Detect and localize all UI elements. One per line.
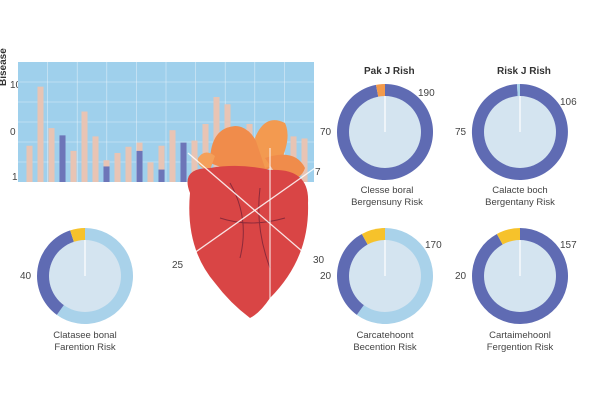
bar	[114, 152, 121, 182]
bar	[92, 136, 99, 182]
donut-chart-4	[337, 228, 434, 324]
donut-2-title: Risk J Rish	[497, 66, 551, 77]
donut-4-right-label: 170	[425, 240, 442, 251]
bar-tick-mid: 0	[10, 127, 16, 138]
bar-tick-bottom: 1	[12, 172, 18, 183]
heart-label-left: 25	[172, 260, 184, 271]
donut-4-caption-line2: Becention Risk	[353, 342, 417, 353]
donut-4-caption-line1: Carcatehoont	[356, 330, 414, 341]
bar	[169, 130, 176, 182]
donut-5-left-label: 20	[455, 271, 467, 282]
donut-5-right-label: 157	[560, 240, 577, 251]
bar	[158, 169, 165, 182]
donut-3-caption-line2: Farention Risk	[54, 342, 116, 353]
donut-chart-3	[37, 228, 134, 324]
donut-1-left-label: 70	[320, 127, 332, 138]
bar-ylabel: Bisease	[0, 48, 9, 86]
bar	[103, 166, 110, 182]
bar	[125, 146, 132, 182]
bar	[301, 138, 308, 182]
bar	[136, 150, 143, 182]
donut-1-title: Pak J Rish	[364, 66, 415, 77]
heart-label-mid: 7	[315, 167, 321, 178]
donut-1-caption-line2: Bergensuny Risk	[351, 197, 423, 208]
bar	[26, 145, 33, 182]
donut-2-right-label: 106	[560, 97, 577, 108]
donut-2-left-label: 75	[455, 127, 467, 138]
bar	[147, 162, 154, 182]
donut-chart-5	[472, 228, 569, 324]
donut-chart-1	[337, 84, 434, 180]
bar-tick-top: 10	[10, 80, 22, 91]
donut-3-caption-line1: Clatasee bonal	[53, 330, 117, 341]
donut-4-left-label: 20	[320, 271, 332, 282]
donut-2-caption: Calacte boch Bergentany Risk	[455, 185, 585, 209]
donut-5-caption-line2: Fergention Risk	[486, 342, 554, 353]
bar	[48, 128, 55, 182]
donut-3-left-label: 40	[20, 271, 32, 282]
donut-5-caption: Cartaimehoonl Fergention Risk	[455, 330, 585, 354]
bar	[81, 111, 88, 182]
donut-2-caption-line1: Calacte boch	[492, 185, 548, 196]
bar	[59, 135, 66, 182]
bar	[37, 86, 44, 182]
donut-2-caption-line2: Bergentany Risk	[485, 197, 555, 208]
bar	[191, 140, 198, 182]
donut-4-caption: Carcatehoont Becention Risk	[320, 330, 450, 354]
donut-3-caption: Clatasee bonal Farention Risk	[20, 330, 150, 354]
bar	[180, 142, 187, 182]
heart-label-right: 30	[313, 255, 325, 266]
donut-1-caption-line1: Clesse boral	[360, 185, 414, 196]
heart-illustration	[179, 120, 316, 318]
donut-1-right-label: 190	[418, 88, 435, 99]
donut-5-caption-line1: Cartaimehoonl	[489, 330, 551, 341]
bar	[158, 145, 165, 182]
donut-chart-2	[471, 83, 568, 180]
bar	[70, 150, 77, 182]
donut-1-caption: Clesse boral Bergensuny Risk	[322, 185, 452, 209]
